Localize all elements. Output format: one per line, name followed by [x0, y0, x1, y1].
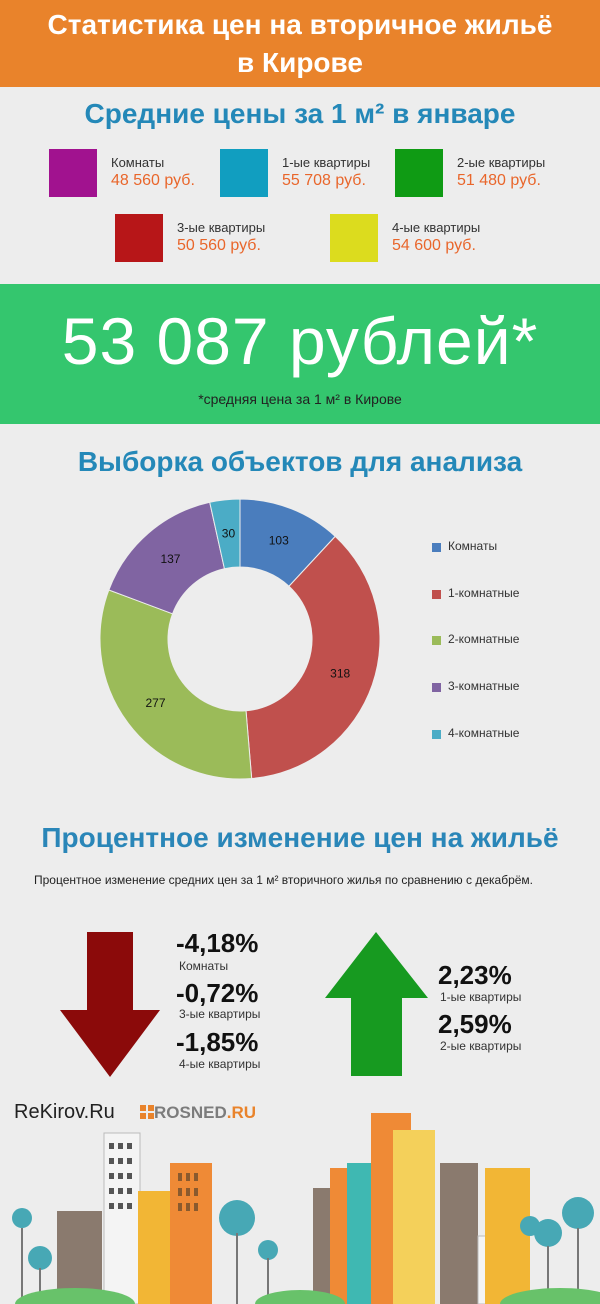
donut-data-label: 277	[145, 696, 165, 710]
up-arrow-icon	[325, 932, 428, 1076]
price-item-label: 1-ые квартиры	[282, 155, 371, 170]
price-item-label: 4-ые квартиры	[392, 220, 481, 235]
change-title: Процентное изменение цен на жильё	[41, 822, 559, 853]
donut-slice	[245, 535, 381, 780]
price-item-label: 2-ые квартиры	[457, 155, 546, 170]
legend-label: Комнаты	[448, 539, 498, 553]
legend-label: 2-комнатные	[448, 632, 520, 646]
change-note: Процентное изменение средних цен за 1 м²…	[34, 873, 534, 887]
rosned-logo[interactable]: ROSNED.RU	[140, 1103, 256, 1123]
color-swatch	[220, 149, 268, 197]
header-title-line2: в Кирове	[237, 47, 363, 78]
prices-title: Средние цены за 1 м² в январе	[84, 98, 516, 129]
price-item-value: 50 560 руб.	[177, 237, 261, 254]
average-price-note: *средняя цена за 1 м² в Кирове	[198, 391, 402, 407]
pct-down-label: 4-ые квартиры	[179, 1057, 261, 1071]
pct-down-value: -0,72%	[176, 978, 259, 1008]
donut-data-label: 137	[160, 552, 180, 566]
price-item-2room: 2-ые квартиры 51 480 руб.	[395, 149, 595, 199]
legend-label: 4-комнатные	[448, 726, 520, 740]
legend-swatch	[432, 590, 441, 599]
price-item-4room: 4-ые квартиры 54 600 руб.	[330, 214, 530, 264]
legend-label: 3-комнатные	[448, 679, 520, 693]
price-item-value: 51 480 руб.	[457, 172, 541, 189]
legend-item: 1-комнатные	[432, 586, 592, 602]
rekirov-logo[interactable]: ReKirov.Ru	[14, 1101, 115, 1123]
tree-icon	[12, 1208, 52, 1304]
pct-up-label: 1-ые квартиры	[440, 990, 522, 1004]
legend-item: Комнаты	[432, 539, 592, 555]
donut-chart: 103 318 277 137 30	[99, 498, 381, 780]
rosned-logo-suffix: .RU	[226, 1103, 257, 1122]
average-price-value: 53 087 рублей*	[61, 304, 539, 378]
color-swatch	[115, 214, 163, 262]
legend-label: 1-комнатные	[448, 586, 520, 600]
legend-swatch	[432, 636, 441, 645]
pct-down-label: 3-ые квартиры	[179, 1007, 261, 1021]
price-item-rooms: Комнаты 48 560 руб.	[49, 149, 249, 199]
color-swatch	[49, 149, 97, 197]
color-swatch	[395, 149, 443, 197]
pct-up-label: 2-ые квартиры	[440, 1039, 522, 1053]
price-item-value: 55 708 руб.	[282, 172, 366, 189]
pct-down-label: Комнаты	[179, 959, 229, 973]
price-item-1room: 1-ые квартиры 55 708 руб.	[220, 149, 420, 199]
color-swatch	[330, 214, 378, 262]
header-banner: Статистика цен на вторичное жильё в Киро…	[0, 0, 600, 87]
sample-title: Выборка объектов для анализа	[77, 446, 523, 477]
pct-up-value: 2,23%	[438, 960, 512, 990]
donut-data-label: 30	[222, 527, 236, 541]
price-item-value: 54 600 руб.	[392, 237, 476, 254]
rosned-mark-icon	[140, 1105, 154, 1119]
average-price-band	[0, 284, 600, 424]
donut-data-label: 103	[269, 533, 289, 547]
donut-data-label: 318	[330, 667, 350, 681]
donut-slice	[99, 589, 253, 780]
legend-swatch	[432, 543, 441, 552]
price-item-label: Комнаты	[111, 155, 165, 170]
price-item-label: 3-ые квартиры	[177, 220, 266, 235]
pct-down-value: -4,18%	[176, 928, 259, 958]
legend-item: 2-комнатные	[432, 632, 592, 648]
donut-slice	[209, 498, 241, 570]
legend-item: 4-комнатные	[432, 726, 592, 742]
pct-down-value: -1,85%	[176, 1027, 259, 1057]
down-arrow-icon	[60, 932, 160, 1077]
rosned-logo-main: ROSNED	[154, 1103, 227, 1122]
price-item-3room: 3-ые квартиры 50 560 руб.	[115, 214, 315, 264]
price-item-value: 48 560 руб.	[111, 172, 195, 189]
pct-up-value: 2,59%	[438, 1009, 512, 1039]
legend-swatch	[432, 730, 441, 739]
legend-swatch	[432, 683, 441, 692]
legend-item: 3-комнатные	[432, 679, 592, 695]
header-title-line1: Статистика цен на вторичное жильё	[47, 9, 553, 40]
city-skyline-illustration	[12, 1113, 600, 1304]
